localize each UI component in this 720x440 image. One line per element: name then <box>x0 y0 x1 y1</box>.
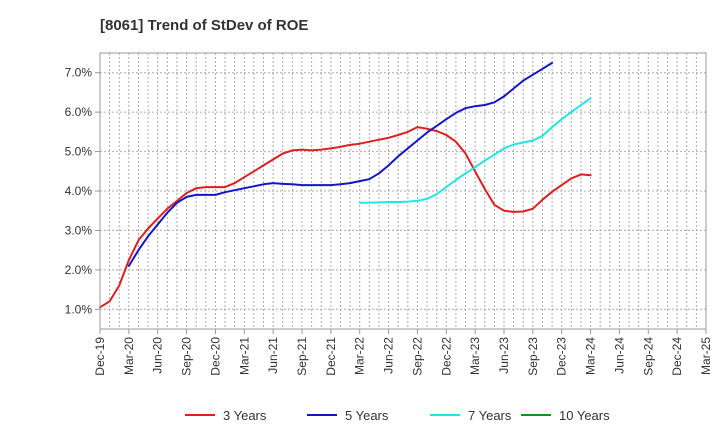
grid <box>100 53 706 329</box>
series-layer <box>99 61 592 309</box>
x-tick-label: Mar-22 <box>353 337 367 375</box>
series-line-5-years <box>127 61 554 267</box>
x-tick-label: Dec-24 <box>670 337 684 376</box>
x-tick-label: Mar-24 <box>584 337 598 375</box>
y-tick-label: 1.0% <box>65 302 93 316</box>
y-axis: 1.0% 2.0% 3.0% 4.0% 5.0% 6.0% 7.0% <box>65 66 100 316</box>
x-tick-label: Jun-23 <box>497 337 511 374</box>
legend-label: 3 Years <box>223 408 267 423</box>
x-tick-label: Jun-20 <box>151 337 165 374</box>
x-tick-label: Mar-25 <box>699 337 713 375</box>
y-tick-label: 7.0% <box>65 66 93 80</box>
series-line-3-years <box>99 126 592 309</box>
x-tick-label: Sep-20 <box>180 337 194 376</box>
y-tick-label: 2.0% <box>65 263 93 277</box>
legend-label: 10 Years <box>559 408 610 423</box>
legend-label: 5 Years <box>345 408 389 423</box>
y-tick-label: 3.0% <box>65 223 93 237</box>
x-tick-label: Jun-22 <box>382 337 396 374</box>
x-tick-label: Sep-24 <box>641 337 655 376</box>
legend-label: 7 Years <box>468 408 512 423</box>
x-tick-label: Mar-21 <box>237 337 251 375</box>
x-tick-label: Mar-20 <box>122 337 136 375</box>
x-tick-label: Sep-22 <box>410 337 424 376</box>
y-tick-label: 6.0% <box>65 105 93 119</box>
x-tick-label: Jun-21 <box>266 337 280 374</box>
chart-title: [8061] Trend of StDev of ROE <box>100 17 308 34</box>
x-tick-label: Jun-24 <box>612 337 626 374</box>
x-axis: Dec-19 Mar-20 Jun-20 Sep-20 Dec-20 Mar-21 Jun-… <box>93 329 713 376</box>
x-tick-label: Mar-23 <box>468 337 482 375</box>
legend: 3 Years 5 Years 7 Years 10 Years <box>185 408 610 423</box>
x-tick-label: Dec-20 <box>208 337 222 376</box>
series-line-7-years <box>358 97 592 204</box>
x-tick-label: Sep-21 <box>295 337 309 376</box>
x-tick-label: Dec-21 <box>324 337 338 376</box>
x-tick-label: Dec-22 <box>439 337 453 376</box>
x-tick-label: Sep-23 <box>526 337 540 376</box>
y-tick-label: 5.0% <box>65 145 93 159</box>
x-tick-label: Dec-23 <box>555 337 569 376</box>
y-tick-label: 4.0% <box>65 184 93 198</box>
x-tick-label: Dec-19 <box>93 337 107 376</box>
